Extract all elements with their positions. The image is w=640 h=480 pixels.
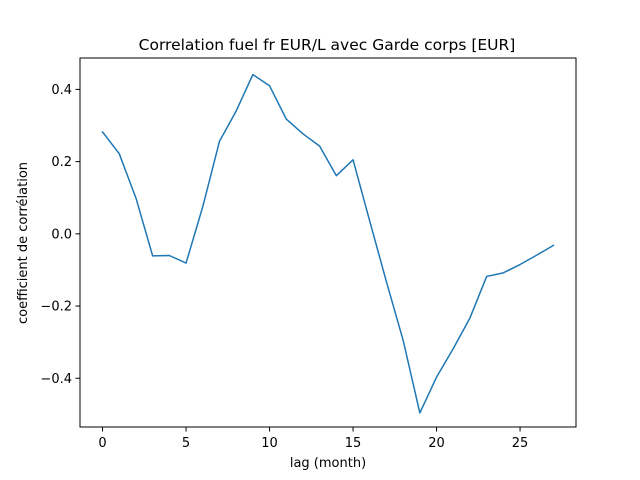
y-tick-label: −0.4 bbox=[40, 372, 72, 387]
x-tick-label: 5 bbox=[182, 436, 190, 451]
y-tick-label: 0.4 bbox=[51, 83, 72, 98]
axis-ticks: 0 5 10 15 20 25 −0.4 −0.2 0.0 0.2 0.4 bbox=[40, 83, 528, 451]
x-axis-label: lag (month) bbox=[290, 456, 366, 471]
x-tick-label: 0 bbox=[98, 436, 106, 451]
x-tick-label: 25 bbox=[512, 436, 529, 451]
y-tick-label: −0.2 bbox=[40, 300, 72, 315]
x-tick-label: 10 bbox=[261, 436, 278, 451]
chart-title: Correlation fuel fr EUR/L avec Garde cor… bbox=[139, 36, 516, 54]
x-tick-label: 15 bbox=[345, 436, 362, 451]
y-tick-label: 0.2 bbox=[51, 155, 72, 170]
plot-area bbox=[101, 73, 555, 414]
x-tick-label: 20 bbox=[428, 436, 445, 451]
y-axis-label: coefficient de corrélation bbox=[16, 162, 31, 324]
axes-frame bbox=[79, 57, 577, 428]
y-tick-label: 0.0 bbox=[51, 227, 72, 242]
series-line bbox=[101, 73, 555, 414]
